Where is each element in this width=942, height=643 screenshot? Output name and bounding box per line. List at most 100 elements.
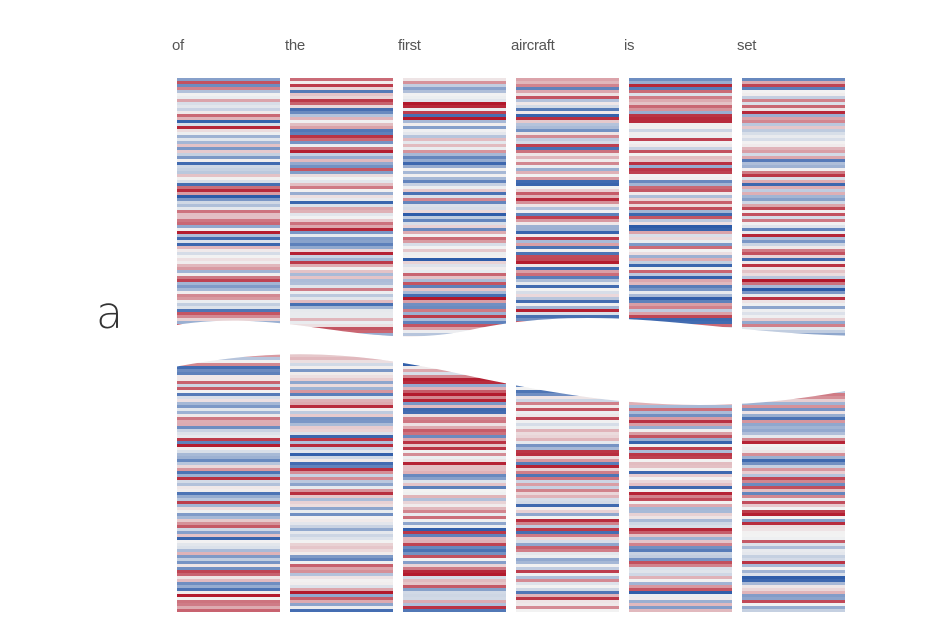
activation-stripe (403, 516, 506, 519)
activation-stripe (403, 549, 506, 552)
activation-stripe (516, 132, 619, 135)
activation-stripe (516, 123, 619, 126)
activation-stripe (629, 165, 732, 168)
activation-stripe (403, 603, 506, 606)
activation-stripe (290, 354, 393, 357)
activation-stripe (177, 213, 280, 216)
activation-stripe (516, 498, 619, 501)
activation-stripe (403, 297, 506, 300)
activation-stripe (516, 387, 619, 390)
activation-stripe (629, 222, 732, 225)
token-label-the: the (285, 37, 305, 54)
activation-stripe (629, 177, 732, 180)
activation-stripe (516, 534, 619, 537)
activation-stripe (403, 81, 506, 84)
activation-stripe (742, 363, 845, 366)
activation-stripe (290, 273, 393, 276)
activation-stripe (516, 405, 619, 408)
activation-stripe (742, 297, 845, 300)
activation-stripe (629, 570, 732, 573)
activation-stripe (403, 165, 506, 168)
activation-stripe (629, 357, 732, 360)
activation-stripe (403, 513, 506, 516)
activation-stripe (516, 366, 619, 369)
activation-stripe (403, 552, 506, 555)
activation-stripe (516, 261, 619, 264)
activation-stripe (516, 279, 619, 282)
activation-stripe (177, 438, 280, 441)
activation-stripe (516, 399, 619, 402)
activation-stripe (742, 141, 845, 144)
activation-stripe (177, 420, 280, 423)
activation-stripe (516, 378, 619, 381)
activation-stripe (516, 195, 619, 198)
activation-stripe (290, 411, 393, 414)
activation-stripe (516, 81, 619, 84)
activation-stripe (516, 264, 619, 267)
activation-stripe (629, 387, 732, 390)
activation-stripe (177, 189, 280, 192)
activation-stripe (516, 330, 619, 333)
activation-stripe (516, 552, 619, 555)
activation-stripe (629, 225, 732, 228)
activation-stripe (290, 276, 393, 279)
activation-stripe (742, 303, 845, 306)
activation-stripe (403, 282, 506, 285)
activation-stripe (742, 375, 845, 378)
activation-stripe (403, 594, 506, 597)
activation-stripe (403, 177, 506, 180)
activation-stripe (629, 564, 732, 567)
activation-stripe (516, 108, 619, 111)
activation-stripe (742, 609, 845, 612)
activation-stripe (290, 414, 393, 417)
activation-stripe (403, 474, 506, 477)
activation-stripe (516, 171, 619, 174)
activation-stripe (742, 219, 845, 222)
activation-stripe (177, 108, 280, 111)
activation-stripe (629, 117, 732, 120)
activation-stripe (742, 555, 845, 558)
activation-stripe (742, 198, 845, 201)
activation-stripe (516, 198, 619, 201)
activation-stripe (516, 147, 619, 150)
activation-stripe (629, 450, 732, 453)
activation-stripe (516, 543, 619, 546)
activation-stripe (629, 162, 732, 165)
activation-stripe (516, 87, 619, 90)
activation-stripe (290, 309, 393, 312)
activation-stripe (629, 345, 732, 348)
activation-stripe (403, 477, 506, 480)
activation-stripe (290, 357, 393, 360)
activation-stripe (177, 252, 280, 255)
activation-stripe (177, 603, 280, 606)
activation-stripe (742, 603, 845, 606)
activation-stripe (629, 423, 732, 426)
activation-stripe (516, 450, 619, 453)
activation-stripe (742, 348, 845, 351)
activation-stripe (742, 402, 845, 405)
activation-stripe (516, 519, 619, 522)
activation-stripe (629, 588, 732, 591)
activation-stripe (403, 108, 506, 111)
activation-stripe (742, 495, 845, 498)
activation-stripe (742, 519, 845, 522)
activation-stripe (177, 501, 280, 504)
activation-stripe (403, 354, 506, 357)
activation-stripe (177, 492, 280, 495)
activation-stripe (629, 399, 732, 402)
activation-stripe (403, 315, 506, 318)
activation-stripe (742, 354, 845, 357)
activation-stripe (177, 441, 280, 444)
activation-stripe (177, 78, 280, 81)
activation-stripe (629, 342, 732, 345)
activation-stripe (629, 264, 732, 267)
activation-stripe (403, 132, 506, 135)
activation-stripe (177, 402, 280, 405)
activation-stripe (290, 420, 393, 423)
activation-stripe (516, 513, 619, 516)
activation-stripe (742, 312, 845, 315)
activation-stripe (403, 360, 506, 363)
activation-stripe (177, 516, 280, 519)
